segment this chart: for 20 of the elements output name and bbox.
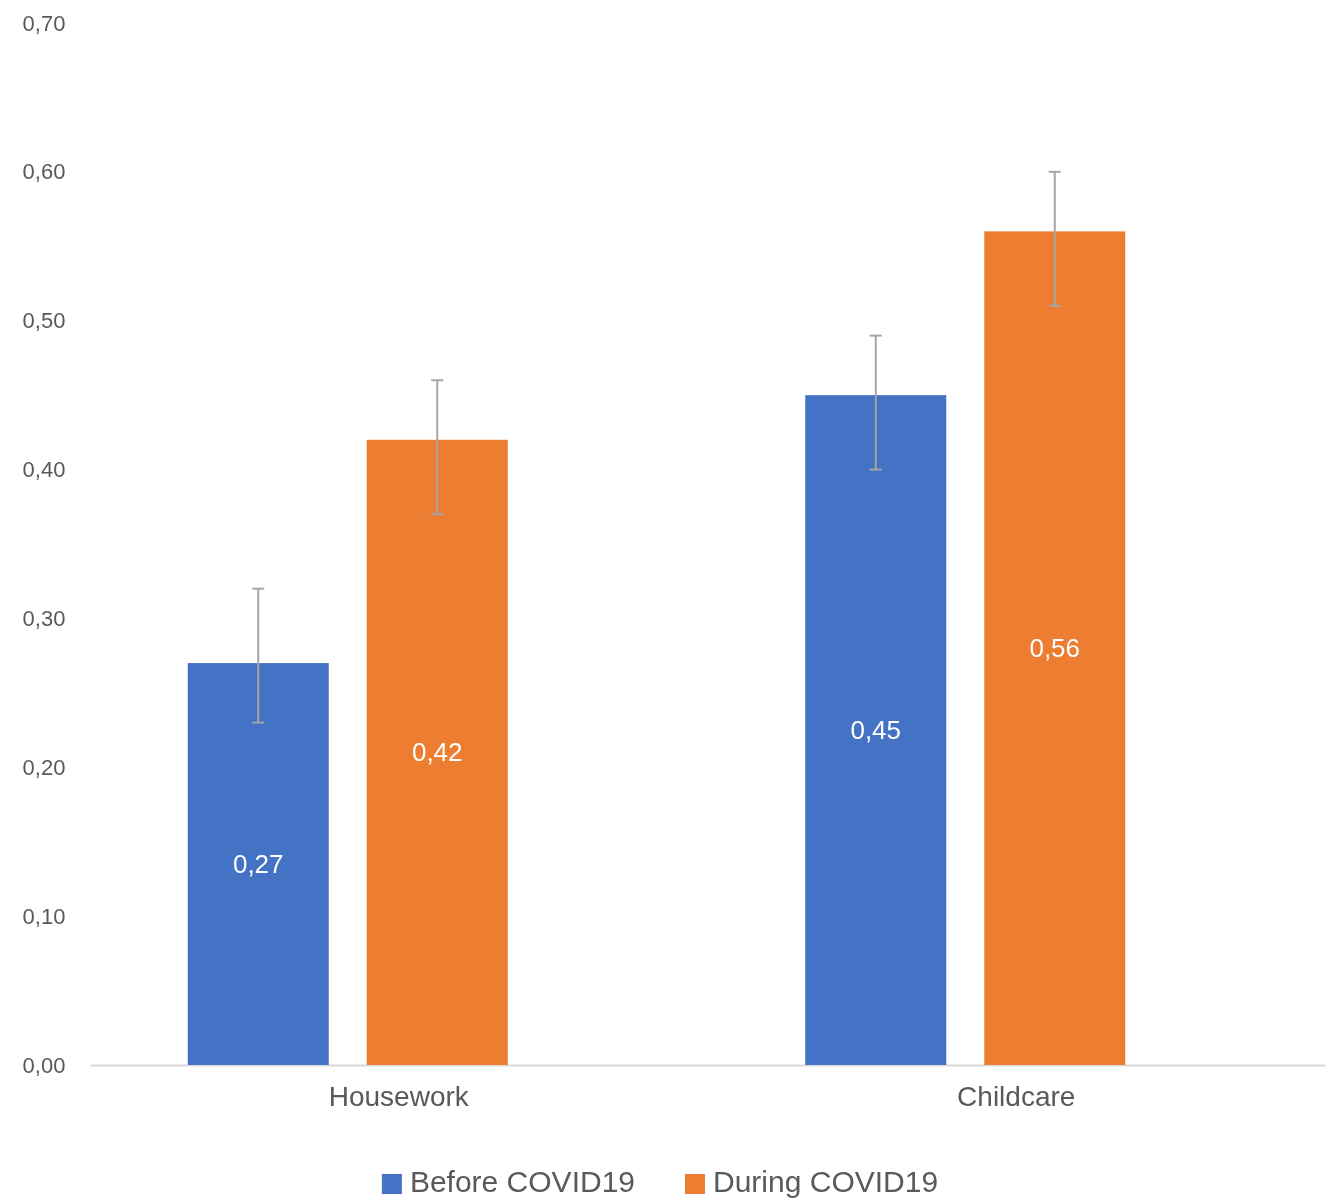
legend-label: During COVID19 [713,1165,939,1198]
legend-label: Before COVID19 [409,1165,636,1198]
bar [805,395,947,1065]
y-tick-label: 0,50 [22,308,66,334]
bar [366,439,508,1065]
bar [984,231,1126,1065]
bar [187,663,329,1065]
x-tick-label: Childcare [957,1081,1076,1112]
y-tick-label: 0,00 [22,1052,66,1078]
data-label: 0,27 [232,849,284,880]
y-tick-label: 0,60 [22,159,66,185]
x-tick-label: Housework [328,1081,470,1112]
y-tick-label: 0,30 [22,605,66,631]
data-label: 0,42 [411,737,463,768]
data-label: 0,45 [850,715,902,746]
y-tick-label: 0,40 [22,457,66,483]
data-label: 0,56 [1029,633,1081,664]
y-tick-label: 0,20 [22,754,66,780]
y-tick-label: 0,70 [22,10,66,36]
y-tick-label: 0,10 [22,903,66,929]
